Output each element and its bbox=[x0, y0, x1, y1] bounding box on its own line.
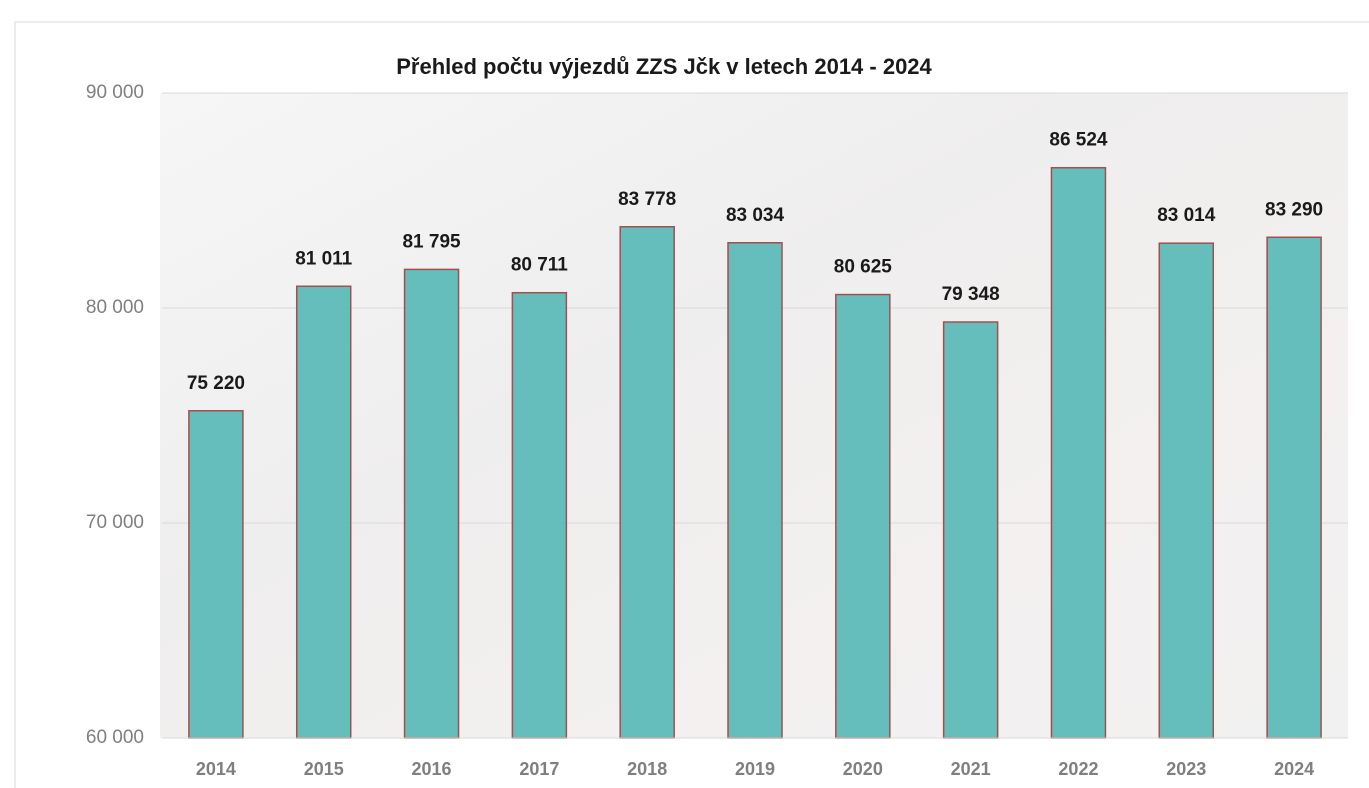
data-label: 79 348 bbox=[942, 284, 1000, 305]
x-tick-label: 2019 bbox=[735, 759, 775, 779]
data-label: 83 778 bbox=[618, 189, 676, 210]
data-label: 83 034 bbox=[726, 205, 785, 226]
x-tick-label: 2018 bbox=[627, 759, 667, 779]
y-tick-label: 60 000 bbox=[86, 727, 144, 748]
x-tick-label: 2016 bbox=[412, 759, 452, 779]
bar bbox=[188, 410, 244, 739]
x-tick-label: 2022 bbox=[1058, 759, 1098, 779]
data-label: 86 524 bbox=[1049, 130, 1108, 151]
x-tick-label: 2015 bbox=[304, 759, 344, 779]
data-label: 83 290 bbox=[1265, 199, 1323, 220]
x-tick-label: 2024 bbox=[1274, 759, 1314, 779]
bar bbox=[1266, 236, 1322, 739]
data-label: 81 795 bbox=[402, 231, 461, 252]
x-tick-label: 2014 bbox=[196, 759, 236, 779]
bar bbox=[619, 226, 675, 739]
data-label: 75 220 bbox=[187, 373, 245, 394]
y-tick-label: 80 000 bbox=[86, 297, 144, 318]
data-label: 81 011 bbox=[295, 248, 352, 269]
data-label: 80 711 bbox=[511, 255, 568, 276]
x-tick-label: 2020 bbox=[843, 759, 883, 779]
bar bbox=[727, 242, 783, 739]
chart-title: Přehled počtu výjezdů ZZS Jčk v letech 2… bbox=[396, 54, 932, 79]
x-tick-label: 2023 bbox=[1166, 759, 1206, 779]
bar bbox=[1050, 166, 1107, 739]
x-tick-label: 2017 bbox=[519, 759, 559, 779]
bar bbox=[403, 268, 460, 739]
x-tick-label: 2021 bbox=[951, 759, 991, 779]
bar bbox=[835, 293, 891, 739]
data-label: 80 625 bbox=[834, 257, 893, 278]
bar bbox=[511, 291, 568, 739]
bar bbox=[942, 321, 999, 739]
data-label: 83 014 bbox=[1157, 205, 1216, 226]
bar bbox=[1158, 242, 1215, 739]
y-tick-label: 90 000 bbox=[86, 82, 144, 103]
y-tick-label: 70 000 bbox=[86, 512, 144, 533]
bar bbox=[295, 285, 352, 739]
